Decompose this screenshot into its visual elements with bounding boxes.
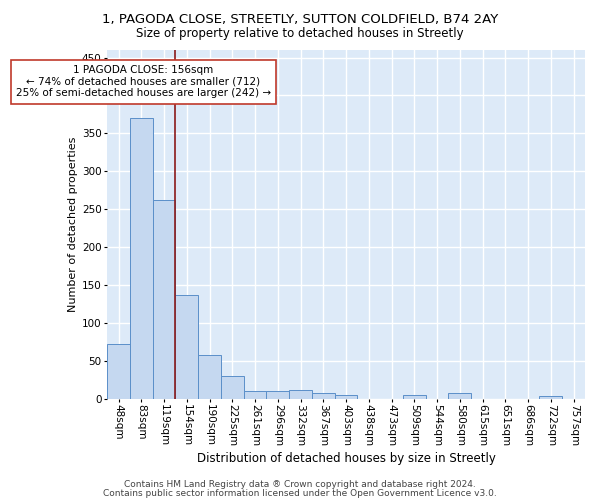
Text: Contains public sector information licensed under the Open Government Licence v3: Contains public sector information licen…	[103, 488, 497, 498]
Bar	[130, 118, 152, 399]
Bar	[107, 344, 130, 399]
Text: Size of property relative to detached houses in Streetly: Size of property relative to detached ho…	[136, 28, 464, 40]
Bar	[198, 355, 221, 399]
Bar	[335, 395, 358, 399]
Bar	[289, 390, 312, 399]
Bar	[312, 394, 335, 399]
Text: Contains HM Land Registry data ® Crown copyright and database right 2024.: Contains HM Land Registry data ® Crown c…	[124, 480, 476, 489]
Bar	[539, 396, 562, 399]
Bar	[175, 295, 198, 399]
X-axis label: Distribution of detached houses by size in Streetly: Distribution of detached houses by size …	[197, 452, 496, 465]
Bar	[266, 391, 289, 399]
Bar	[403, 395, 426, 399]
Text: 1, PAGODA CLOSE, STREETLY, SUTTON COLDFIELD, B74 2AY: 1, PAGODA CLOSE, STREETLY, SUTTON COLDFI…	[102, 12, 498, 26]
Y-axis label: Number of detached properties: Number of detached properties	[68, 136, 77, 312]
Bar	[448, 392, 471, 399]
Bar	[221, 376, 244, 399]
Bar	[152, 200, 175, 399]
Text: 1 PAGODA CLOSE: 156sqm
← 74% of detached houses are smaller (712)
25% of semi-de: 1 PAGODA CLOSE: 156sqm ← 74% of detached…	[16, 65, 271, 98]
Bar	[244, 391, 266, 399]
